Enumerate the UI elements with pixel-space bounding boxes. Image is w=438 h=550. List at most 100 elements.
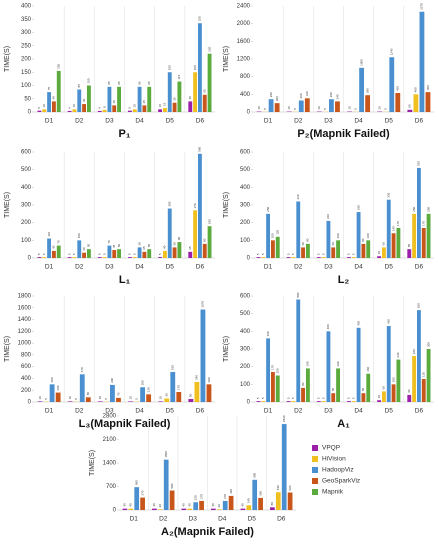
value-label: 260 (299, 93, 303, 98)
value-label: 320 (296, 194, 300, 199)
value-label: 60 (172, 242, 176, 246)
bar (137, 86, 142, 112)
value-label: 140 (391, 226, 395, 231)
value-label: 5 (261, 397, 265, 399)
x-tick-label: D4 (354, 118, 363, 125)
bar (270, 240, 275, 258)
bar (281, 424, 287, 510)
value-label: 40 (407, 389, 411, 393)
y-tick-label: 200 (240, 364, 251, 370)
value-label: 10 (128, 396, 132, 400)
value-label: 1000 (359, 59, 363, 66)
x-tick-label: D2 (75, 118, 84, 125)
bar (193, 72, 198, 112)
value-label: 60 (165, 393, 169, 397)
bar (197, 23, 202, 113)
bar (117, 249, 122, 258)
bar (177, 81, 182, 112)
bar (42, 257, 47, 258)
value-label: 170 (177, 385, 181, 390)
x-tick-label: D4 (354, 264, 363, 271)
y-tick-label: 100 (240, 382, 251, 388)
value-label: 60 (382, 386, 386, 390)
y-tick-label: 2000 (237, 21, 251, 27)
bar (187, 508, 193, 510)
bar (421, 379, 426, 402)
bar (426, 349, 431, 402)
x-tick-label: D5 (385, 408, 394, 415)
value-label: 580 (296, 292, 300, 297)
bar (416, 167, 421, 258)
value-label: 25 (112, 100, 116, 104)
y-tick-label: 500 (240, 167, 251, 173)
x-tick-label: D3 (189, 516, 198, 523)
y-tick-label: 150 (21, 70, 32, 76)
value-label: 1570 (201, 301, 205, 308)
bar (140, 497, 145, 510)
value-label: 10 (72, 104, 76, 108)
bar (202, 243, 207, 258)
bar (67, 401, 73, 402)
value-label: 50 (189, 393, 193, 397)
value-label: 5 (321, 397, 325, 399)
value-label: 5 (67, 253, 71, 255)
bar (296, 299, 301, 402)
value-label: 80 (270, 502, 274, 506)
bar (132, 109, 137, 112)
x-tick-label: D1 (264, 118, 273, 125)
value-label: 510 (417, 161, 421, 166)
bar (163, 459, 169, 510)
y-tick-label: 400 (240, 329, 251, 335)
y-tick-label: 2400 (237, 4, 251, 10)
bar (140, 387, 146, 402)
bar (134, 487, 140, 510)
bar (102, 109, 107, 112)
x-tick-label: D1 (45, 408, 54, 415)
bar (112, 250, 117, 258)
bar (67, 257, 72, 258)
value-label: 290 (269, 92, 273, 97)
value-label: 430 (387, 319, 391, 324)
value-label: 590 (198, 146, 202, 151)
value-label: 160 (366, 366, 370, 371)
value-label: 130 (146, 387, 150, 392)
value-label: 360 (266, 331, 270, 336)
bar (127, 257, 132, 258)
value-label: 40 (188, 503, 192, 507)
value-label: 220 (207, 46, 211, 51)
y-axis-label: TIME(S) (223, 192, 230, 218)
bar (275, 492, 281, 510)
bar (194, 381, 200, 402)
bar (122, 508, 128, 510)
x-tick-label: D4 (354, 408, 363, 415)
bar (86, 85, 91, 112)
bar (97, 257, 102, 258)
y-tick-label: 0 (28, 110, 32, 116)
value-label: 5 (261, 253, 265, 255)
x-tick-label: D3 (105, 264, 114, 271)
value-label: 60 (382, 242, 386, 246)
bar (137, 247, 142, 258)
bar (365, 95, 371, 112)
bar (56, 70, 61, 112)
bar (321, 257, 326, 258)
value-label: 65 (203, 89, 207, 93)
y-tick-label: 200 (240, 220, 251, 226)
bar (351, 401, 356, 402)
x-tick-label: D3 (105, 408, 114, 415)
value-label: 380 (365, 88, 369, 93)
value-label: 80 (301, 382, 305, 386)
y-tick-label: 1800 (18, 294, 32, 300)
bar (425, 92, 431, 112)
bar (275, 375, 280, 402)
bar (346, 401, 351, 402)
value-label: 5 (44, 398, 48, 400)
value-label: 30 (82, 98, 86, 102)
bar (72, 109, 77, 112)
bar (216, 509, 222, 510)
value-label: 250 (426, 206, 430, 211)
bar (49, 384, 55, 402)
x-tick-label: D2 (294, 118, 303, 125)
value-label: 40 (123, 503, 127, 507)
